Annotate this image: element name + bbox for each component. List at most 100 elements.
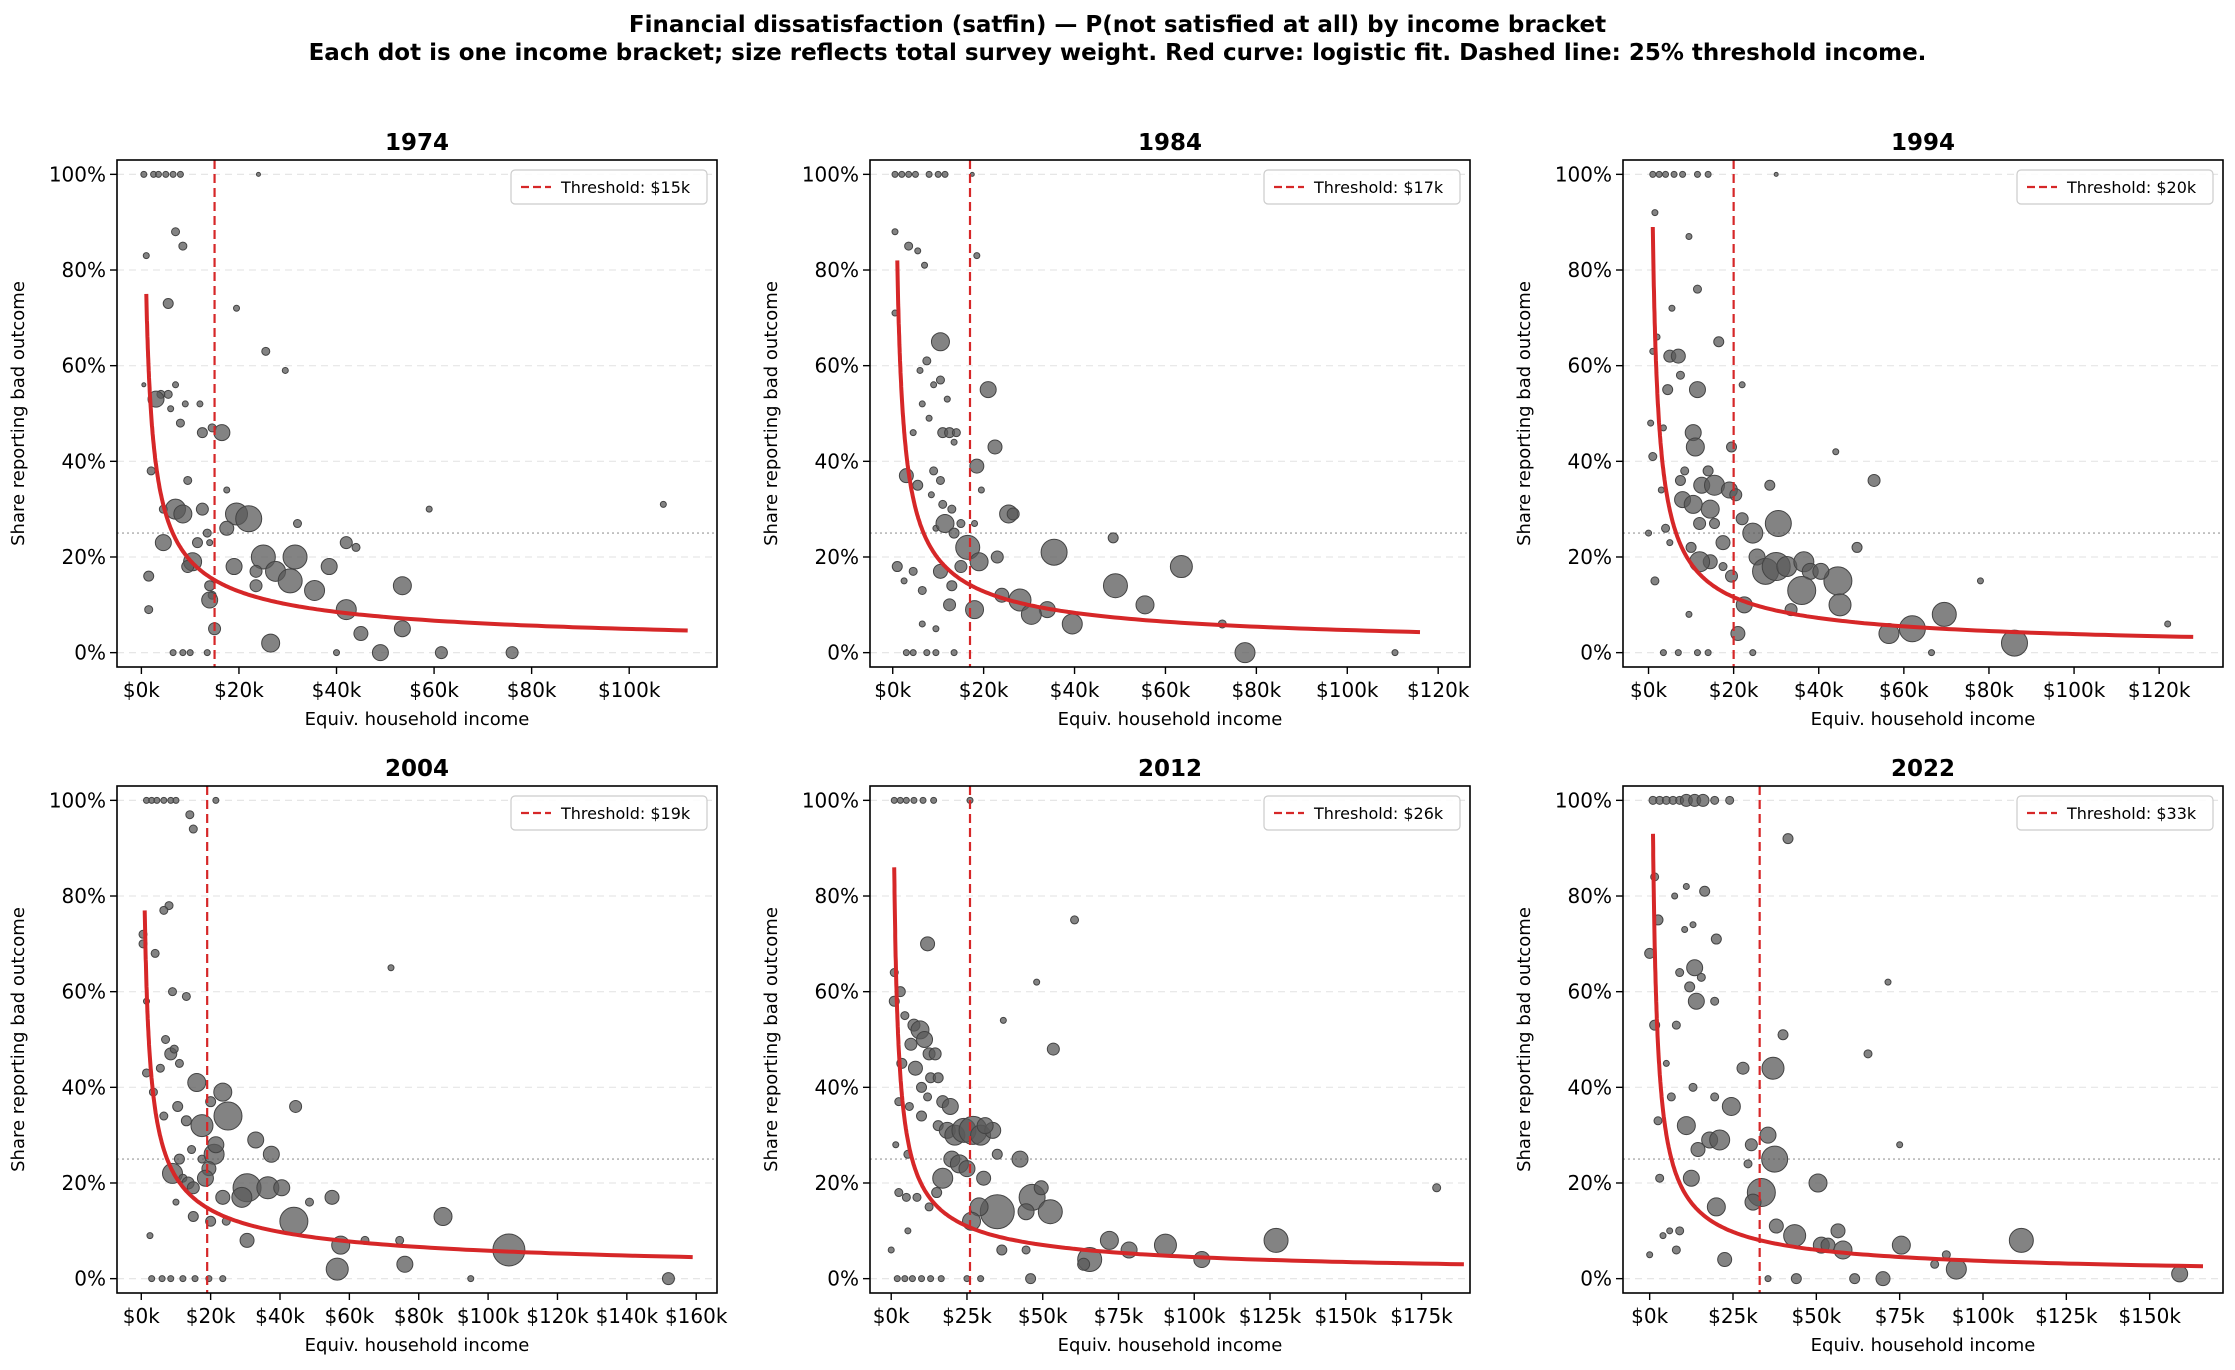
data-point [905, 170, 913, 178]
data-point [249, 579, 263, 593]
data-point [916, 366, 924, 374]
axes-frame [1622, 785, 2224, 1294]
points [138, 796, 675, 1286]
x-tick-label: $100k [598, 678, 661, 702]
data-point [931, 1187, 943, 1199]
legend-box [510, 169, 708, 205]
data-point [1729, 488, 1743, 502]
x-tick-label: $80k [1964, 678, 2014, 702]
x-axis-label: Equiv. household income [1811, 709, 2036, 730]
data-point [1432, 1183, 1442, 1193]
data-point [1685, 437, 1705, 457]
data-point [163, 389, 173, 399]
data-point [950, 438, 958, 446]
data-point [2171, 1265, 2189, 1283]
data-point [154, 534, 172, 552]
data-point [1710, 933, 1722, 945]
data-point [1896, 1141, 1904, 1149]
data-point [1830, 1223, 1846, 1239]
data-point [1764, 510, 1792, 538]
data-point [1761, 1145, 1789, 1173]
data-point [181, 400, 189, 408]
data-point [158, 1275, 166, 1283]
data-point [1867, 473, 1881, 487]
data-point [979, 381, 997, 399]
x-tick-label: $80k [394, 1304, 444, 1328]
data-point [1670, 348, 1686, 364]
data-point [894, 1188, 904, 1198]
data-point [185, 810, 195, 820]
data-point [1659, 649, 1667, 657]
panel-title: 1974 [385, 130, 449, 156]
data-point [661, 1272, 675, 1286]
data-point [947, 504, 957, 514]
data-point [938, 499, 948, 509]
data-point [1744, 1138, 1758, 1152]
panel-2022: $0k $25k $50k $75k $100k $125k $150k 0% 20% 40% 60… [1514, 756, 2224, 1356]
data-point [1391, 649, 1399, 657]
data-point [1676, 1116, 1696, 1136]
y-axis-label: Share reporting bad outcome [8, 281, 29, 546]
y-tick-label: 80% [62, 258, 106, 282]
data-point [1693, 649, 1701, 657]
data-point [1875, 1271, 1891, 1287]
data-point [1670, 170, 1678, 178]
data-point [918, 620, 926, 628]
data-point [1725, 569, 1739, 583]
data-point [1661, 523, 1671, 533]
data-point [159, 905, 169, 915]
data-point [1685, 233, 1693, 241]
data-point [1682, 882, 1690, 890]
data-point [188, 824, 198, 834]
data-point [223, 486, 231, 494]
data-point [1710, 1092, 1720, 1102]
data-point [946, 580, 958, 592]
data-point [1931, 601, 1957, 627]
x-tick-label: $100k [1316, 678, 1379, 702]
y-tick-label: 20% [1568, 1171, 1612, 1195]
data-point [1682, 1169, 1700, 1187]
data-point [171, 227, 181, 237]
data-point [169, 649, 177, 657]
data-point [1675, 968, 1685, 978]
data-point [954, 560, 968, 574]
data-point [937, 1275, 945, 1283]
data-point [1671, 1020, 1681, 1030]
data-point [167, 405, 175, 413]
axes-frame [116, 159, 718, 668]
x-tick-label: $20k [214, 678, 264, 702]
data-point [207, 1136, 225, 1154]
legend-label: Threshold: $26k [1313, 804, 1444, 823]
data-point [333, 649, 341, 657]
x-tick-label: $100k [2043, 678, 2106, 702]
data-point [335, 599, 357, 621]
x-tick-label: $80k [507, 678, 557, 702]
data-point [901, 1275, 909, 1283]
legend-box [1263, 795, 1461, 831]
data-point [262, 1145, 280, 1163]
x-tick-label: $75k [1875, 1304, 1925, 1328]
data-point [304, 579, 326, 601]
data-point [1685, 541, 1697, 553]
y-tick-label: 100% [1555, 788, 1612, 812]
data-point [1671, 892, 1679, 900]
data-point [187, 1145, 197, 1155]
data-point [1675, 370, 1685, 380]
y-tick-label: 60% [62, 980, 106, 1004]
data-point [1764, 1275, 1772, 1283]
data-point [1930, 1259, 1940, 1269]
legend-label: Threshold: $19k [560, 804, 691, 823]
data-point [289, 1099, 303, 1113]
data-point [1708, 518, 1720, 530]
data-point [887, 1246, 895, 1254]
data-point [918, 400, 926, 408]
data-point [1006, 507, 1020, 521]
panel-title: 2022 [1891, 756, 1955, 782]
x-tick-label: $20k [186, 1304, 236, 1328]
data-point [908, 566, 918, 576]
figure-subtitle: Each dot is one income bracket; size ref… [308, 40, 1927, 66]
data-point [143, 570, 155, 582]
x-tick-label: $125k [2035, 1304, 2098, 1328]
data-point [233, 304, 241, 312]
data-point [215, 1189, 231, 1205]
